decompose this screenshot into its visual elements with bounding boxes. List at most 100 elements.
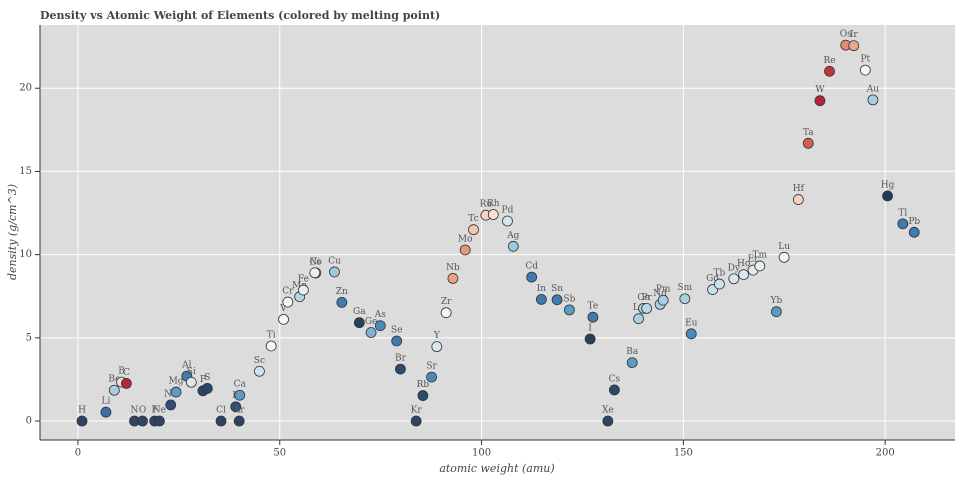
data-point: [507, 240, 519, 252]
data-point: [230, 401, 242, 413]
x-tick-label: 100: [472, 448, 491, 459]
plot-background: [40, 25, 955, 440]
data-point: [153, 415, 165, 427]
data-point: [563, 304, 575, 316]
data-point: [867, 94, 879, 106]
point-label: Gd: [706, 274, 719, 284]
point-label: Rh: [487, 199, 500, 209]
data-point: [165, 399, 177, 411]
data-point: [882, 190, 893, 202]
point-label: Tl: [898, 208, 907, 218]
point-label: Dy: [728, 263, 741, 273]
data-point: [754, 260, 766, 272]
point-label: Tm: [752, 250, 767, 260]
data-point: [633, 313, 645, 325]
y-tick-label: 10: [19, 249, 32, 260]
point-label: Sn: [551, 284, 563, 294]
point-label: N: [131, 406, 139, 416]
data-point: [309, 267, 321, 279]
data-point: [395, 363, 406, 375]
point-label: Lu: [778, 242, 790, 252]
point-label: Ag: [506, 231, 519, 241]
data-point: [602, 415, 614, 427]
point-label: Cr: [282, 287, 294, 297]
point-label: Te: [588, 302, 599, 312]
x-tick-label: 50: [273, 448, 286, 459]
point-label: Si: [187, 367, 196, 377]
point-label: V: [279, 304, 287, 314]
point-label: Mg: [169, 377, 184, 387]
data-point: [234, 389, 246, 401]
point-label: Ne: [153, 406, 166, 416]
data-point: [814, 95, 826, 107]
point-label: Xe: [602, 406, 614, 416]
point-label: Rb: [417, 380, 430, 390]
point-label: W: [815, 85, 825, 95]
data-point: [76, 415, 88, 427]
y-tick-label: 20: [19, 83, 32, 94]
data-point: [626, 357, 638, 369]
point-label: Zn: [336, 287, 348, 297]
data-point: [278, 313, 289, 325]
data-point: [185, 376, 197, 388]
data-point: [440, 307, 452, 319]
data-point: [824, 65, 835, 77]
point-label: Sb: [563, 294, 575, 304]
data-point: [282, 296, 294, 308]
point-label: Ce: [637, 293, 649, 303]
data-point: [859, 64, 871, 76]
data-point: [265, 340, 277, 352]
y-tick-label: 0: [26, 416, 32, 427]
point-label: Mo: [458, 234, 473, 244]
data-point: [365, 327, 377, 338]
data-point: [254, 365, 265, 377]
point-label: Re: [823, 56, 835, 66]
data-point: [233, 415, 245, 427]
point-label: S: [204, 373, 210, 383]
point-label: Ho: [737, 259, 750, 269]
data-point: [431, 341, 443, 353]
data-point: [608, 384, 620, 396]
data-point: [447, 273, 459, 284]
data-point: [108, 384, 120, 396]
data-point: [468, 224, 479, 236]
point-label: Cu: [328, 256, 341, 266]
point-label: Be: [108, 375, 120, 385]
point-label: C: [123, 368, 130, 378]
y-tick-label: 15: [19, 166, 32, 177]
point-label: Ni: [309, 257, 320, 267]
data-point: [738, 269, 750, 280]
data-point: [329, 266, 340, 278]
point-label: Ti: [267, 330, 276, 340]
point-label: Ba: [626, 347, 639, 357]
data-point: [679, 293, 691, 305]
point-label: Li: [102, 397, 111, 407]
data-point: [584, 333, 596, 345]
point-label: Ga: [353, 307, 366, 317]
point-label: H: [78, 406, 86, 416]
point-label: Ta: [803, 128, 814, 138]
y-axis-label: density (g/cm^3): [6, 184, 19, 280]
point-label: As: [374, 310, 386, 320]
data-point: [417, 390, 429, 401]
x-tick-label: 0: [75, 448, 81, 459]
data-point: [426, 371, 437, 383]
point-label: Co: [310, 257, 322, 267]
data-point: [535, 293, 547, 305]
data-point: [714, 278, 725, 290]
data-point: [657, 294, 669, 306]
point-label: I: [588, 323, 592, 333]
point-label: Cs: [609, 374, 621, 384]
point-label: Ar: [233, 406, 245, 416]
chart-title: Density vs Atomic Weight of Elements (co…: [40, 9, 440, 22]
data-point: [374, 320, 386, 332]
point-label: Pm: [656, 285, 671, 295]
point-label: Pd: [502, 206, 514, 216]
point-label: Ca: [234, 380, 247, 390]
point-label: Sc: [254, 356, 265, 366]
point-label: Kr: [411, 406, 423, 416]
data-point: [215, 415, 227, 427]
point-label: Hf: [793, 184, 805, 194]
data-point: [526, 271, 538, 283]
data-point: [121, 378, 132, 389]
